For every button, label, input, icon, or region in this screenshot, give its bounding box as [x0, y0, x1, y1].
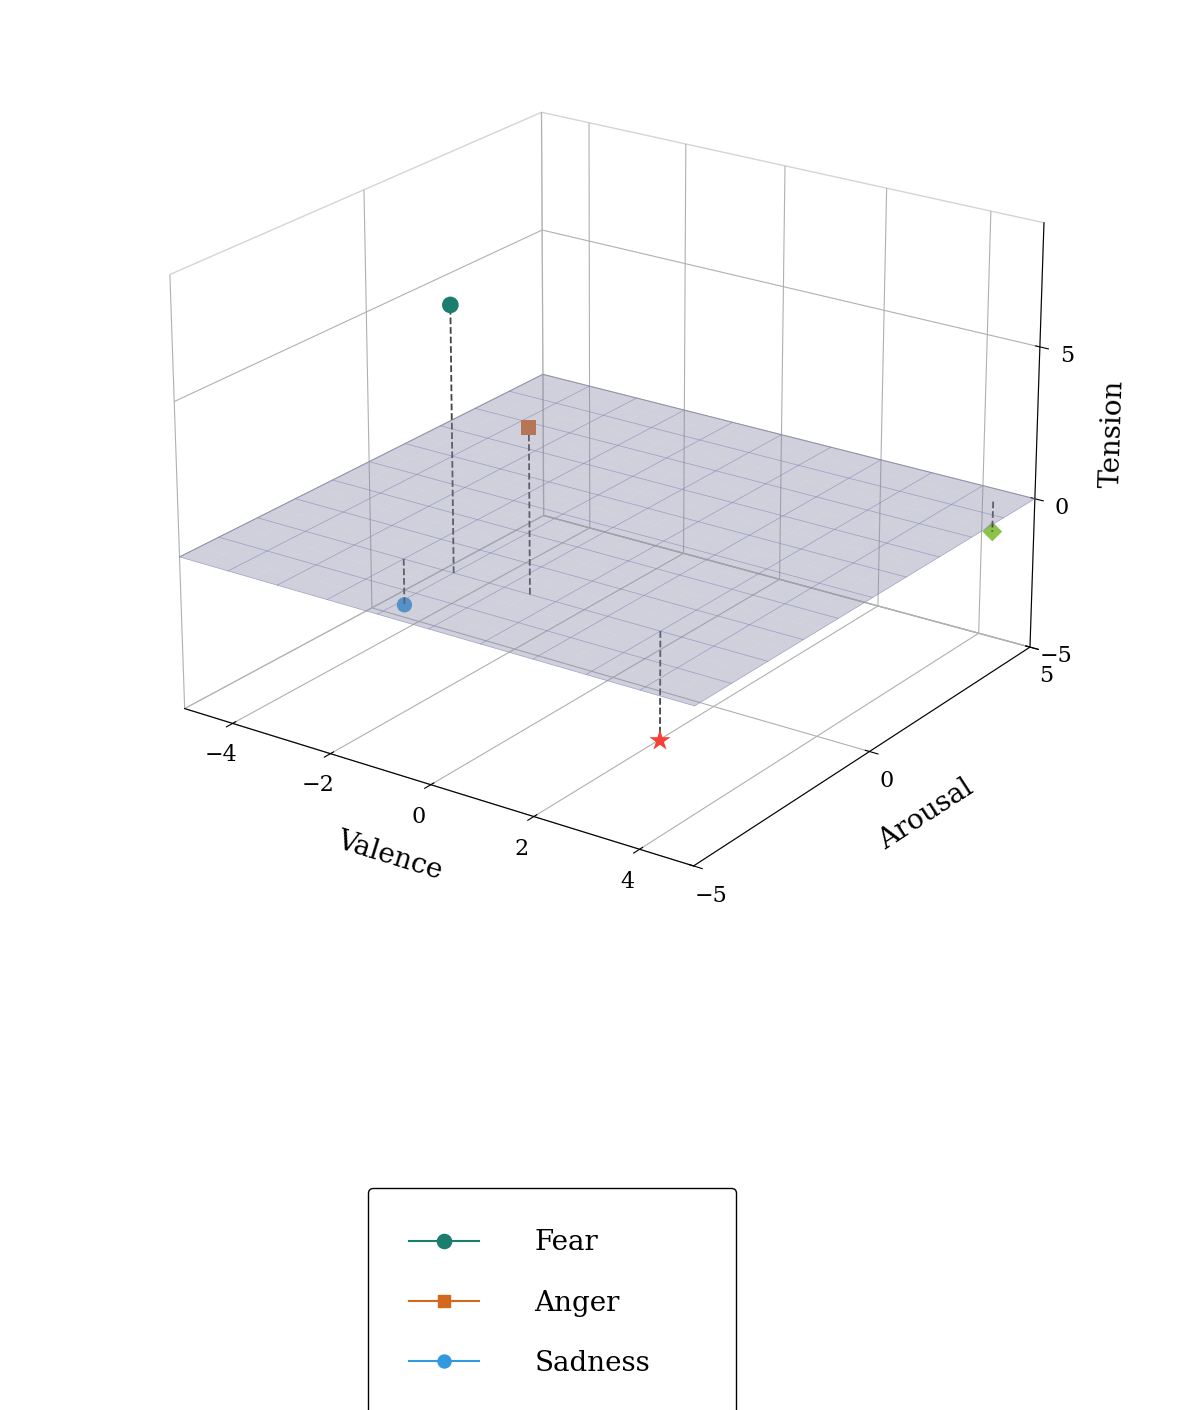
X-axis label: Valence: Valence — [334, 828, 446, 885]
Y-axis label: Arousal: Arousal — [874, 774, 978, 854]
Legend: Fear, Anger, Sadness, Tenderness, Happiness: Fear, Anger, Sadness, Tenderness, Happin… — [367, 1187, 737, 1410]
